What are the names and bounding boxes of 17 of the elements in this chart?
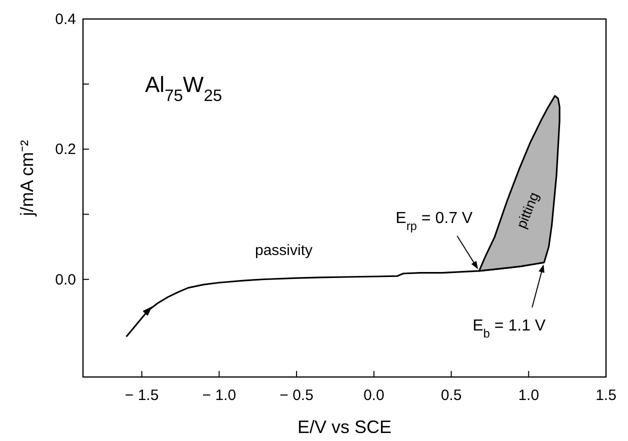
x-tick-label: − 1.0 [202,387,236,404]
y-tick-label: 0.4 [55,11,76,28]
x-tick-label: 0.5 [440,387,462,404]
x-tick-label: − 0.5 [280,387,314,404]
x-tick-label: 0.0 [363,387,384,404]
y-tick-label: 0.0 [55,271,76,288]
annotation: passivity [255,242,314,259]
x-axis-title: E/V vs SCE [297,417,392,437]
annotation: pitting [512,190,542,230]
annotation: E$_{rp}$ = 0.7 V [396,210,473,233]
y-tick-label: 0.2 [55,141,76,158]
x-tick-label: 1.0 [518,387,540,404]
annotation: E$_{b}$ = 1.1 V [472,317,546,340]
x-tick-label: 1.5 [596,387,616,404]
x-tick-label: − 1.5 [124,387,159,404]
annotation: Al$_{75}$W$_{25}$ [145,72,222,105]
y-axis-title: j/mA cm⁻² [17,140,37,217]
